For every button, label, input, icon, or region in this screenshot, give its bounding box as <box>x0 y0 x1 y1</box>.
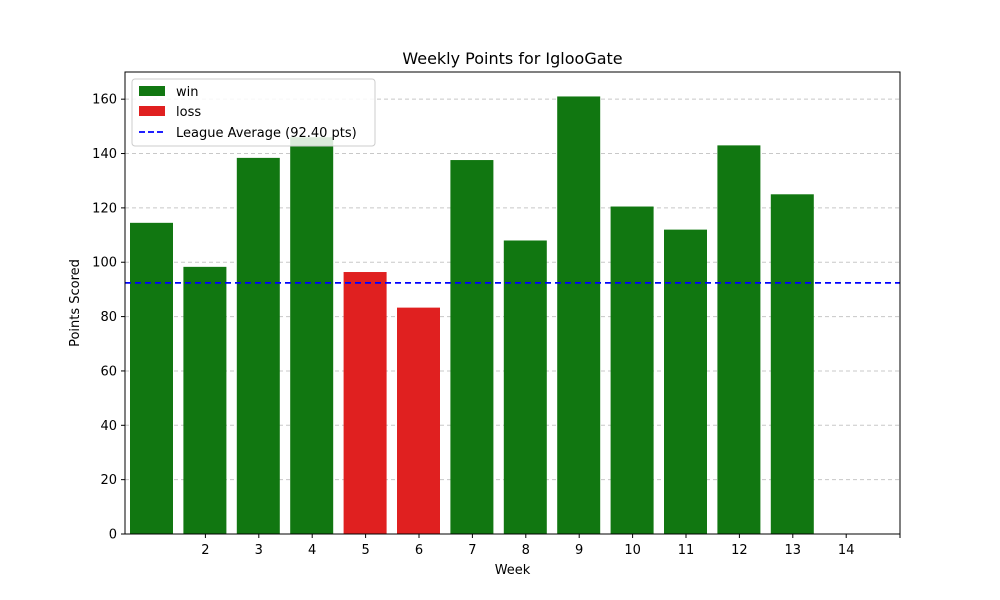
x-axis: 2 3 4 5 6 7 8 9 10 11 12 13 14 <box>201 534 901 558</box>
bar-week-2 <box>183 266 227 534</box>
y-tick-label: 100 <box>92 256 117 271</box>
x-tick-label: 10 <box>624 543 641 558</box>
x-tick-label: 11 <box>678 543 695 558</box>
y-tick-label: 0 <box>109 528 117 543</box>
y-axis-label: Points Scored <box>68 259 83 347</box>
y-tick-label: 160 <box>92 93 117 108</box>
bar-week-1 <box>130 222 173 534</box>
x-tick-label: 9 <box>575 543 583 558</box>
x-tick-label: 13 <box>785 543 802 558</box>
bar-week-4 <box>290 137 334 535</box>
y-tick-label: 40 <box>100 419 117 434</box>
plot-frame <box>124 71 901 535</box>
bar-week-8 <box>503 240 547 534</box>
x-tick-label: 8 <box>522 543 530 558</box>
x-tick-label: 12 <box>731 543 748 558</box>
y-tick-label: 140 <box>92 147 117 162</box>
bar-week-5 <box>343 272 387 534</box>
x-tick-label: 4 <box>308 543 316 558</box>
x-tick-label: 6 <box>415 543 423 558</box>
legend: win loss League Average (92.40 pts) <box>131 78 376 147</box>
legend-label-loss: loss <box>176 105 201 120</box>
bars <box>130 96 814 535</box>
y-tick-label: 120 <box>92 201 117 216</box>
legend-swatch-win <box>139 86 165 96</box>
bar-week-7 <box>450 160 494 534</box>
x-tick-label: 3 <box>255 543 263 558</box>
x-axis-label: Week <box>495 563 531 578</box>
legend-box <box>131 78 376 147</box>
x-tick-label: 14 <box>838 543 855 558</box>
y-tick-label: 60 <box>100 364 117 379</box>
y-tick-label: 80 <box>100 310 117 325</box>
bar-week-9 <box>557 96 601 534</box>
bar-week-13 <box>770 194 814 534</box>
y-axis: 0 20 40 60 80 100 120 140 160 <box>92 93 125 543</box>
bar-week-3 <box>236 157 280 535</box>
x-tick-label: 7 <box>468 543 476 558</box>
bar-week-6 <box>397 307 440 534</box>
bar-week-12 <box>717 145 761 534</box>
x-tick-label: 2 <box>201 543 209 558</box>
x-tick-label: 5 <box>361 543 369 558</box>
legend-swatch-loss <box>139 106 165 116</box>
chart-title: Weekly Points for IglooGate <box>402 49 622 68</box>
y-tick-label: 20 <box>100 473 117 488</box>
bar-week-11 <box>664 229 707 534</box>
legend-label-win: win <box>176 85 198 100</box>
bar-week-10 <box>610 206 654 534</box>
legend-label-league-average: League Average (92.40 pts) <box>176 126 357 141</box>
